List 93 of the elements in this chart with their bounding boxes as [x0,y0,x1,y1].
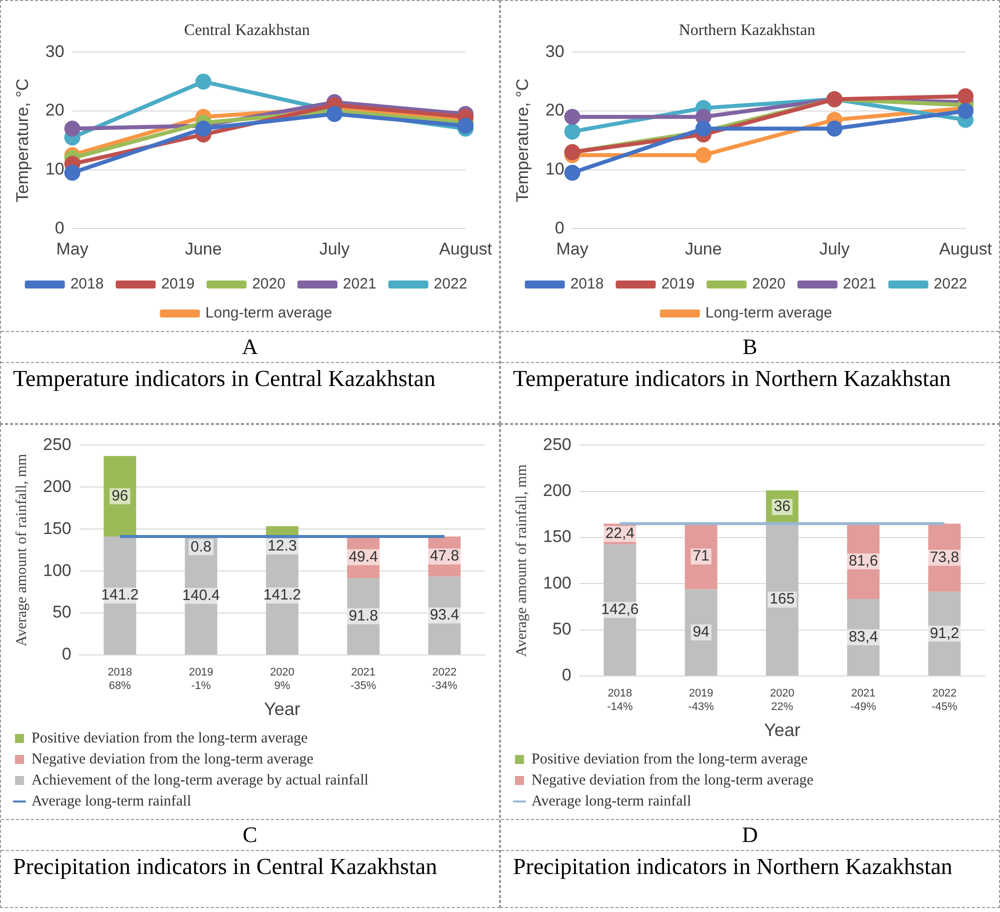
x-tick-label: 2020 9% [270,666,294,692]
y-tick-label: 0 [554,218,564,238]
data-label: 94 [692,624,710,640]
x-tick-label: 2019 -1% [188,666,214,692]
y-axis-title: Temperature, °C [12,78,32,202]
x-tick-label: 2019 -43% [688,688,714,713]
data-label: 91.8 [348,607,378,624]
y-tick-label: 200 [42,476,72,496]
x-tick-label: 2021 -35% [350,666,376,692]
data-label: 47.8 [430,548,460,565]
x-axis-title: Year [264,699,300,720]
x-tick-label: 2018 68% [108,666,132,692]
legend-label: 2019 [661,276,695,293]
legend-label: Negative deviation from the long-term average [532,772,814,788]
y-tick-label: 0 [62,644,72,664]
y-tick-label: 10 [45,159,64,178]
x-tick-label: May [556,239,589,258]
legend-label: 2020 [752,276,786,293]
data-label: 73,8 [930,548,960,566]
y-tick-label: 50 [552,620,572,639]
data-label: 36 [774,498,791,516]
y-tick-label: 20 [545,100,564,120]
chart-title: Northern Kazakhstan [678,22,816,39]
legend-label: Average long-term rainfall [32,793,192,810]
legend-label: Positive deviation from the long-term average [32,730,308,746]
legend-label: Negative deviation from the long-term average [32,751,314,768]
y-tick-label: 150 [542,527,572,546]
legend-label: Positive deviation from the long-term average [532,751,808,768]
y-tick-label: 150 [42,518,72,538]
data-label: 49.4 [348,548,378,566]
x-tick-label: August [939,239,992,258]
chart-title: Central Kazakhstan [184,22,310,39]
legend-label: 2019 [161,276,195,293]
legend-label: Long-term average [205,304,332,322]
text: C [1,819,499,850]
text: A [1,331,499,362]
legend-label: Achievement of the long-term average by actual rainfall [32,772,368,788]
legend-label: 2018 [570,276,604,293]
legend-label: Average long-term rainfall [532,793,692,810]
y-tick-label: 20 [45,100,64,120]
text: D [501,819,999,850]
data-label: 0.8 [190,538,212,556]
y-tick-label: 10 [545,159,564,178]
x-axis-title: Year [764,720,800,740]
legend-label: Long-term average [705,304,832,322]
y-tick-label: 0 [54,218,64,238]
text: B [501,331,999,362]
y-axis-title: Average amount of rainfall, mm [514,464,530,657]
data-label: 165 [770,590,795,608]
data-label: 140.4 [182,586,220,604]
data-label: 142,6 [601,601,639,618]
x-tick-label: 2020 22% [770,688,794,713]
text: Temperature indicators in Northern Kazakhstan [501,362,999,423]
legend-label: 2021 [342,276,376,293]
x-tick-label: June [184,239,222,258]
data-label: 96 [112,487,128,504]
x-tick-label: July [319,239,350,258]
y-tick-label: 250 [42,434,72,454]
text: Temperature indicators in Central Kazakhstan [1,362,499,423]
x-tick-label: 2022 -45% [932,688,958,713]
y-axis-title: Average amount of rainfall, mm [14,453,30,646]
legend-label: 2020 [252,276,286,293]
x-tick-label: August [439,239,492,258]
text: Precipitation indicators in Northern Kazakhstan [501,850,999,907]
y-tick-label: 30 [45,42,64,61]
y-tick-label: 0 [562,666,572,685]
x-tick-label: 2018 -14% [607,688,633,713]
data-label: 91,2 [930,624,960,642]
y-axis-title: Temperature, °C [512,78,532,202]
legend-label: 2022 [434,276,468,293]
x-tick-label: June [684,239,722,258]
x-tick-label: 2022 -34% [432,666,458,692]
data-label: 81,6 [848,552,878,570]
y-tick-label: 100 [42,560,72,580]
data-label: 141.2 [263,586,301,604]
legend-label: 2021 [842,276,876,293]
x-tick-label: May [56,239,89,258]
text: Precipitation indicators in Central Kazakhstan [1,850,499,907]
y-tick-label: 200 [542,481,572,500]
legend-label: 2022 [934,276,968,293]
data-label: 12.3 [268,538,297,555]
y-tick-label: 30 [545,42,564,61]
legend-label: 2018 [70,276,104,293]
data-label: 22,4 [605,525,635,542]
data-label: 141.2 [101,586,139,604]
y-tick-label: 50 [52,602,72,622]
data-label: 93.4 [430,606,460,624]
data-label: 83,4 [848,628,878,646]
x-tick-label: July [819,239,850,258]
y-tick-label: 250 [542,434,572,454]
y-tick-label: 100 [542,573,572,592]
x-tick-label: 2021 -49% [850,688,876,713]
data-label: 71 [692,548,710,565]
